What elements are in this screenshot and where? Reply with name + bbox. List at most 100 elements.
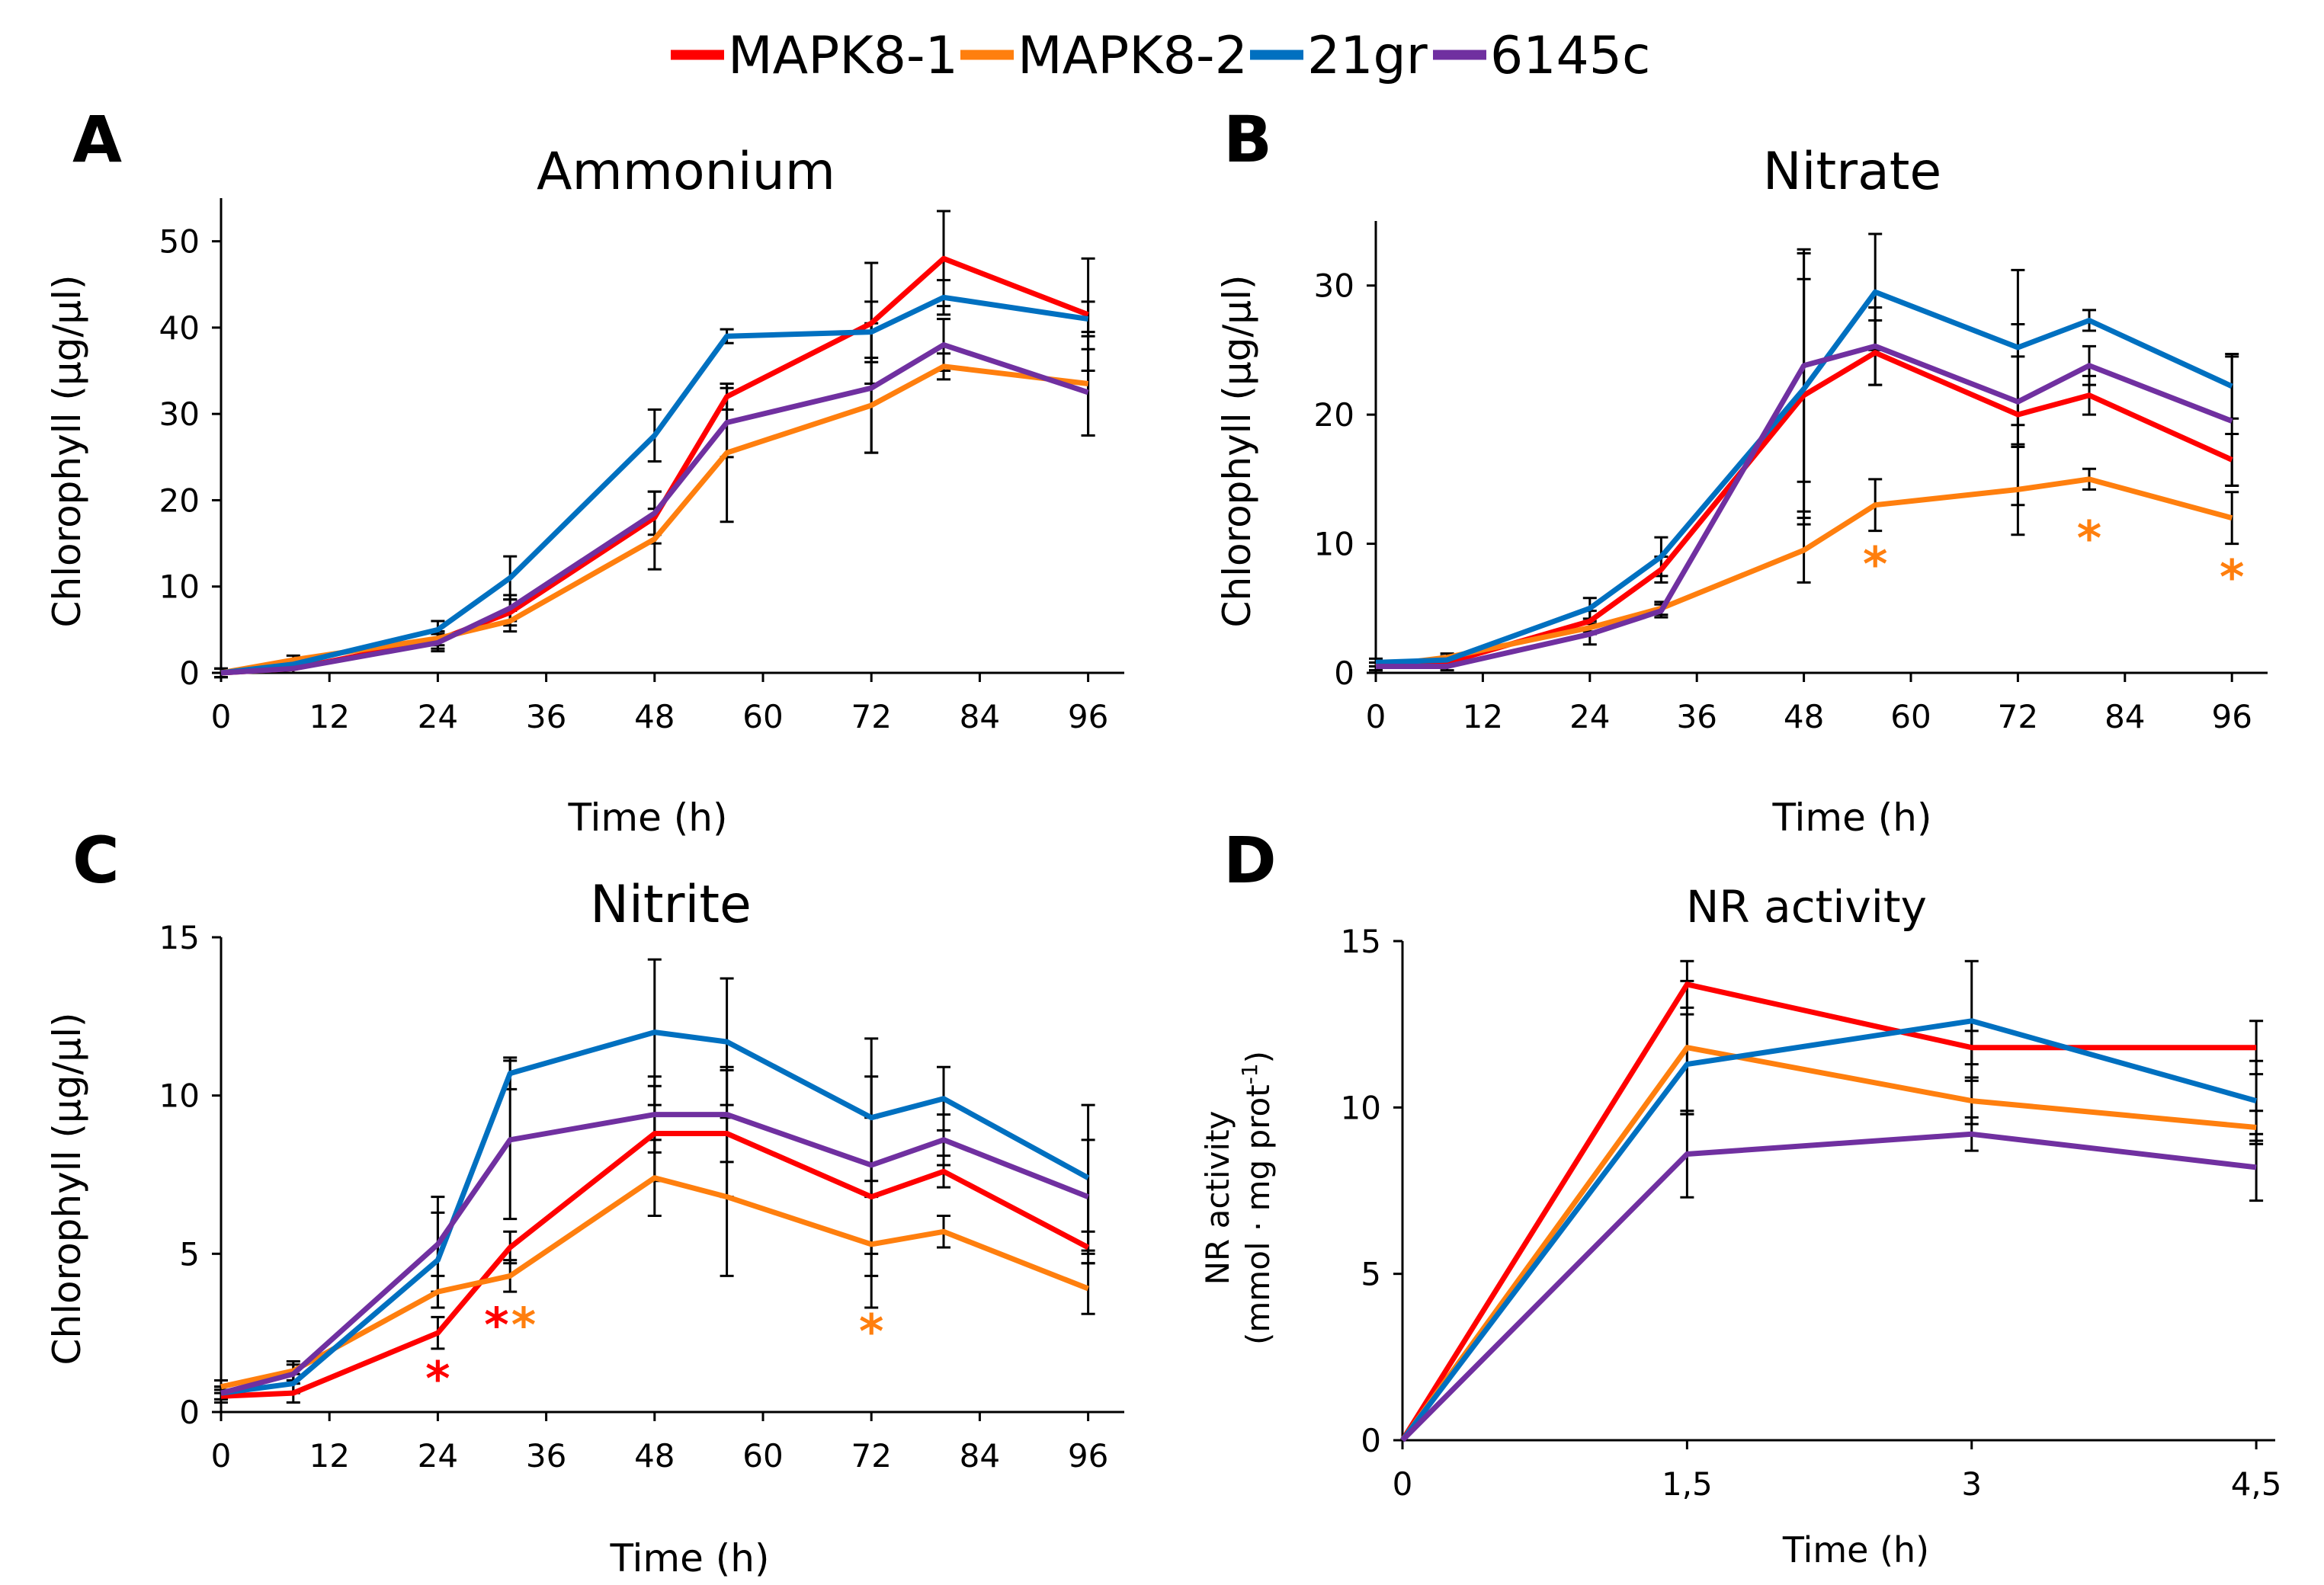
panel-b-y-tick-label: 10	[1314, 526, 1354, 563]
panel-a-plot: 0 12 24 36 48 60 72 84 96 0 10 20 30 40 50	[159, 198, 1124, 735]
panel-d-x-tick-label: 4,5	[2231, 1465, 2282, 1503]
panel-b-significance-star: *	[2220, 549, 2244, 605]
panel-a-xlabel: Time (h)	[568, 796, 728, 840]
panel-c-ylabel: Chlorophyll (µg/µl)	[45, 1013, 89, 1366]
panel-d-y-tick-label: 5	[1361, 1256, 1381, 1293]
panel-d-ylabel-units-main: (mmol · mg prot	[1239, 1084, 1277, 1345]
panel-b-x-tick-label: 72	[1998, 698, 2038, 735]
panel-d-xlabel: Time (h)	[1782, 1529, 1929, 1571]
panel-d-series-21gr	[1400, 1018, 2258, 1443]
panel-b-x-tick-label: 24	[1569, 698, 1610, 735]
panel-b-y-tick-label: 20	[1314, 396, 1354, 434]
panel-b-series-21gr	[1375, 289, 2233, 665]
panel-c-x-tick-label: 96	[1068, 1437, 1108, 1475]
panel-d-ylabel-units-sup: -1	[1237, 1063, 1262, 1084]
panel-c-series-21gr	[220, 1029, 1090, 1396]
panel-a-x-tick-label: 24	[418, 698, 458, 735]
legend-label-mapk8-2: MAPK8-2	[1018, 26, 1248, 86]
panel-c-y-tick-label: 15	[159, 919, 200, 956]
panel-c-series-mapk8-1	[220, 1131, 1090, 1399]
panel-a-x-tick-label: 72	[851, 698, 891, 735]
panel-a-y-tick-label: 30	[159, 395, 200, 433]
panel-b-title: Nitrate	[1763, 142, 1942, 202]
panel-d-series-mapk8-2	[1400, 1045, 2257, 1443]
panel-a-series-mapk8-1	[220, 255, 1089, 676]
panel-a-title: Ammonium	[537, 142, 835, 202]
panel-c-significance-star: *	[859, 1304, 883, 1359]
panel-c-x-tick-label: 48	[634, 1437, 675, 1475]
panel-c-x-tick-label: 36	[526, 1437, 566, 1475]
panel-c-x-tick-label: 24	[418, 1437, 458, 1475]
panel-b-ylabel: Chlorophyll (µg/µl)	[1215, 275, 1259, 628]
panel-a-y-tick-label: 40	[159, 309, 200, 347]
panel-b-x-tick-label: 12	[1463, 698, 1503, 735]
panel-a-ylabel: Chlorophyll (µg/µl)	[45, 275, 89, 628]
panel-b-significance-star: *	[1863, 536, 1887, 592]
panel-d-ylabel: NR activity	[1199, 1111, 1236, 1286]
panel-a-x-tick-label: 36	[526, 698, 566, 735]
panel-d-ylabel-units-close: )	[1239, 1051, 1277, 1063]
panel-d-series-6145c	[1400, 1131, 2257, 1443]
panel-c-x-tick-label: 0	[211, 1437, 232, 1475]
panel-c-y-tick-label: 5	[179, 1235, 200, 1273]
panel-a-y-tick-label: 20	[159, 482, 200, 519]
panel-b-x-tick-label: 0	[1366, 698, 1386, 735]
panel-a-x-tick-label: 84	[960, 698, 1000, 735]
panel-a-x-tick-label: 0	[211, 698, 232, 735]
panel-d: NR activity 0 1,5 3 4,5 0 5 10 15 Time (h) NR a…	[1199, 881, 2282, 1571]
panel-a: Ammonium 0 12 24 36 48 60 72 84 96 0 10 20 30 40 50 Ti…	[45, 142, 1124, 840]
panel-c-x-tick-label: 72	[851, 1437, 891, 1475]
panel-d-ylabel-units: (mmol · mg prot-1)	[1237, 1051, 1277, 1345]
panel-d-x-tick-label: 1,5	[1662, 1465, 1713, 1503]
panel-b-series-6145c	[1376, 343, 2233, 669]
panel-a-x-tick-label: 60	[742, 698, 783, 735]
panel-a-series-21gr	[220, 294, 1089, 676]
panel-a-y-tick-label: 10	[159, 568, 200, 606]
panel-letter-d: D	[1223, 823, 1277, 898]
panel-c-x-tick-label: 60	[742, 1437, 783, 1475]
panel-d-y-tick-label: 15	[1341, 923, 1381, 960]
panel-a-y-tick-label: 0	[179, 655, 200, 692]
panel-a-x-tick-label: 12	[309, 698, 349, 735]
legend: MAPK8-1 MAPK8-2 21gr 6145c	[671, 26, 1650, 86]
panel-b-y-tick-label: 30	[1314, 267, 1354, 305]
panel-d-title: NR activity	[1686, 881, 1927, 933]
legend-label-21gr: 21gr	[1307, 26, 1428, 86]
panel-a-x-tick-label: 48	[634, 698, 675, 735]
panel-b: Nitrate 0 12 24 36 48 60 72 84 96 0 10 20 30 * * * Time…	[1215, 142, 2268, 840]
panel-d-plot: 0 1,5 3 4,5 0 5 10 15	[1341, 923, 2282, 1503]
panel-c-series-6145c	[220, 1112, 1089, 1396]
legend-label-6145c: 6145c	[1490, 26, 1650, 86]
panel-d-x-tick-label: 3	[1961, 1465, 1982, 1503]
panel-b-x-tick-label: 60	[1890, 698, 1931, 735]
panel-c-x-tick-label: 84	[960, 1437, 1000, 1475]
panel-b-series-mapk8-2	[1375, 476, 2233, 669]
panel-c-significance-star: *	[511, 1298, 536, 1353]
legend-label-mapk8-1: MAPK8-1	[728, 26, 958, 86]
panel-b-x-tick-label: 48	[1784, 698, 1824, 735]
panel-c-significance-star: *	[484, 1298, 508, 1353]
panel-d-x-tick-label: 0	[1393, 1465, 1413, 1503]
panel-c-xlabel: Time (h)	[610, 1536, 770, 1580]
panel-c-significance-star: *	[425, 1351, 450, 1407]
panel-letter-a: A	[72, 102, 122, 177]
panel-a-series-6145c	[220, 342, 1089, 676]
panel-a-y-tick-label: 50	[159, 223, 200, 261]
panel-d-series-mapk8-1	[1400, 981, 2257, 1442]
panel-b-significance-star: *	[2077, 511, 2101, 566]
panel-c-title: Nitrite	[590, 875, 752, 935]
panel-b-xlabel: Time (h)	[1772, 796, 1932, 840]
panel-b-x-tick-label: 36	[1676, 698, 1717, 735]
panel-c-y-tick-label: 10	[159, 1077, 200, 1115]
panel-a-x-tick-label: 96	[1068, 698, 1108, 735]
panel-letter-c: C	[72, 823, 120, 898]
panel-d-y-tick-label: 0	[1361, 1422, 1381, 1459]
panel-c-x-tick-label: 12	[309, 1437, 349, 1475]
panel-c-y-tick-label: 0	[179, 1394, 200, 1431]
panel-b-plot: 0 12 24 36 48 60 72 84 96 0 10 20 30 * * *	[1314, 221, 2268, 735]
panel-d-y-tick-label: 10	[1341, 1089, 1381, 1126]
panel-b-x-tick-label: 84	[2104, 698, 2145, 735]
